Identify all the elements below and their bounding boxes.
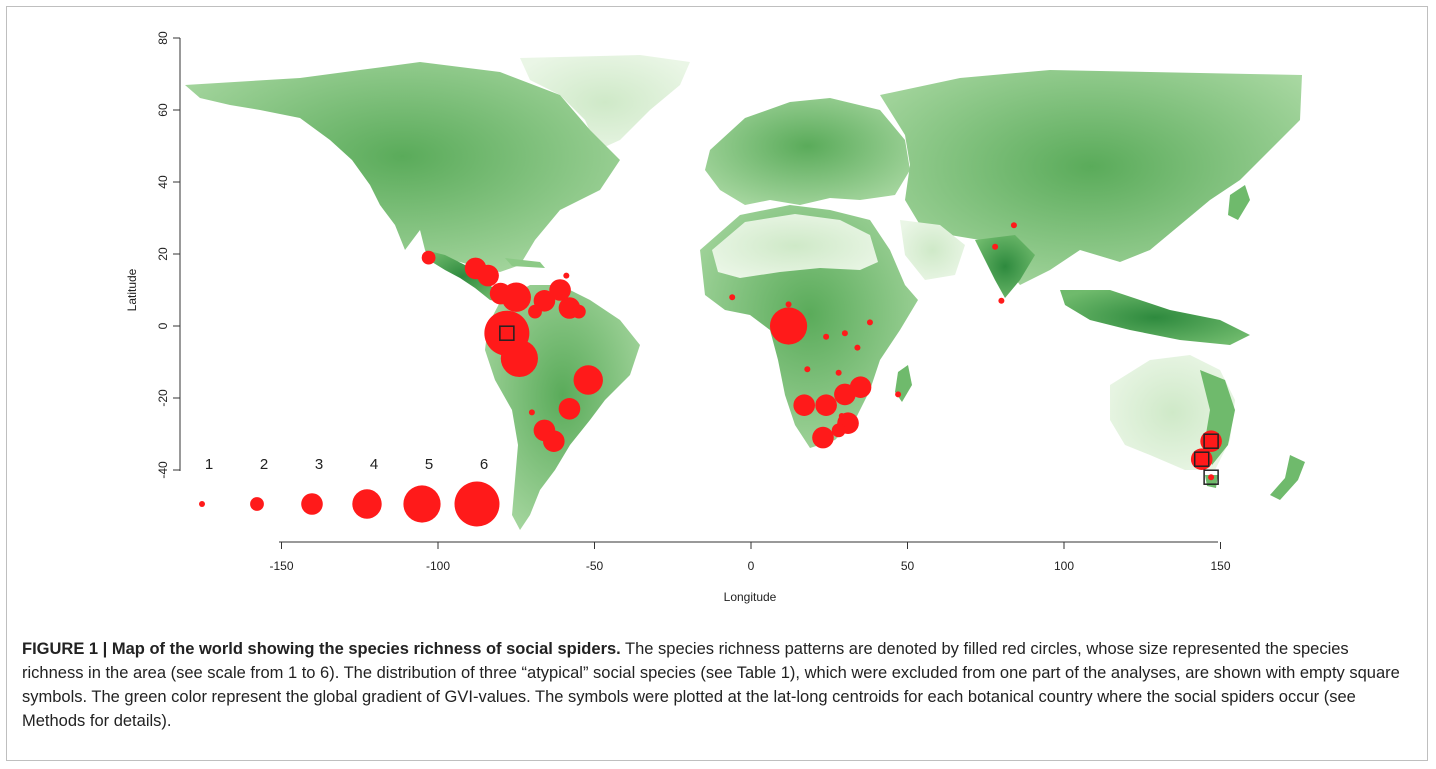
caption-text: The species richness patterns are denote… — [22, 640, 1400, 730]
richness-point — [477, 264, 499, 287]
land-north-america — [185, 62, 620, 272]
richness-point — [528, 409, 535, 416]
x-tick-label: 150 — [1210, 559, 1230, 573]
y-tick-label: -40 — [156, 461, 170, 479]
y-tick-label: 40 — [156, 175, 170, 189]
x-tick-label: -50 — [586, 559, 604, 573]
x-tick-label: -100 — [426, 559, 450, 573]
caption-lead: FIGURE 1 | Map of the world showing the … — [22, 640, 621, 658]
legend-circle — [403, 485, 441, 523]
legend-label: 1 — [205, 456, 213, 473]
land-caribbean — [505, 258, 545, 268]
y-tick-label: -20 — [156, 389, 170, 407]
richness-point — [831, 423, 846, 438]
richness-point — [823, 333, 830, 340]
legend-label: 6 — [480, 456, 488, 473]
richness-point — [543, 430, 565, 453]
axes: -150 -100 -50 0 50 100 150 80 60 40 20 0 -20 -40 Lon… — [125, 31, 1231, 604]
atypical-square — [1193, 451, 1210, 467]
richness-point — [571, 304, 586, 319]
richness-points — [421, 222, 1222, 481]
y-ticks: 80 60 40 20 0 -20 -40 — [156, 31, 180, 479]
legend-label: 2 — [260, 456, 268, 473]
richness-point — [549, 279, 571, 301]
atypical-square — [1203, 433, 1219, 449]
land-india — [975, 235, 1035, 298]
richness-point — [834, 383, 856, 406]
richness-point — [573, 365, 603, 395]
land-masses — [185, 55, 1305, 530]
richness-point — [1208, 474, 1215, 481]
y-axis-title: Latitude — [125, 268, 139, 311]
legend-circle — [454, 481, 500, 527]
atypical-square — [499, 325, 515, 341]
y-tick-label: 0 — [156, 322, 170, 329]
richness-point — [841, 330, 848, 337]
size-legend: 1 2 3 4 5 6 — [199, 456, 500, 527]
legend-label: 5 — [425, 456, 433, 473]
richness-point — [1190, 448, 1213, 471]
richness-point — [998, 297, 1005, 304]
richness-point — [421, 250, 436, 265]
x-axis-title: Longitude — [724, 590, 777, 604]
legend-label: 4 — [370, 456, 378, 473]
y-tick-label: 60 — [156, 103, 170, 117]
richness-point — [835, 369, 842, 376]
richness-point — [854, 344, 861, 351]
richness-point — [815, 394, 837, 417]
richness-point — [895, 391, 902, 398]
land-central-america — [425, 250, 500, 302]
x-tick-label: 0 — [748, 559, 755, 573]
x-ticks: -150 -100 -50 0 50 100 150 — [269, 542, 1231, 573]
richness-point — [812, 426, 834, 449]
richness-point — [1200, 430, 1222, 453]
legend-circle — [199, 501, 205, 507]
richness-point — [992, 243, 999, 250]
map-plot: -150 -100 -50 0 50 100 150 80 60 40 20 0 -20 -40 Lon… — [125, 31, 1305, 604]
richness-point — [1010, 222, 1017, 229]
richness-point — [785, 301, 792, 308]
richness-point — [528, 304, 542, 319]
y-tick-label: 80 — [156, 31, 170, 45]
land-japan — [1228, 185, 1250, 220]
land-se-asia — [1060, 290, 1250, 345]
legend-label: 3 — [315, 456, 323, 473]
atypical-square — [1203, 469, 1219, 485]
richness-point — [501, 282, 531, 312]
land-arabia — [900, 220, 965, 280]
figure-frame — [6, 6, 1428, 761]
land-greenland — [520, 55, 690, 150]
richness-point — [558, 398, 581, 420]
richness-point — [769, 307, 808, 345]
land-new-zealand — [1270, 455, 1305, 500]
richness-point — [804, 366, 811, 373]
richness-point — [729, 294, 736, 301]
x-tick-label: 50 — [901, 559, 915, 573]
land-asia — [880, 70, 1302, 285]
legend-circle — [250, 497, 264, 511]
richness-point — [500, 339, 538, 377]
richness-point — [793, 394, 816, 417]
legend-circle — [352, 489, 382, 519]
land-sahara — [712, 214, 878, 278]
figure-caption: FIGURE 1 | Map of the world showing the … — [22, 637, 1414, 733]
legend-circle — [301, 493, 323, 515]
y-tick-label: 20 — [156, 247, 170, 261]
richness-point — [866, 319, 873, 326]
x-tick-label: 100 — [1054, 559, 1074, 573]
x-tick-label: -150 — [269, 559, 293, 573]
richness-point — [563, 272, 570, 279]
land-europe — [705, 98, 910, 205]
atypical-squares — [499, 325, 1219, 485]
